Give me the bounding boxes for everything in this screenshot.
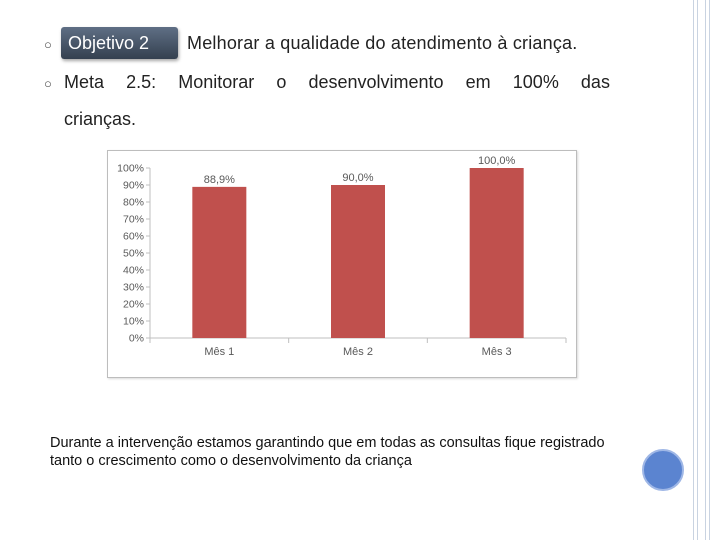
goal-word: 100%: [512, 72, 559, 92]
slide-border-decoration: [690, 0, 720, 540]
bar-chart: 0% 10% 20% 30% 40% 50% 60% 70% 80% 90% 100% 88,9% Mê…: [117, 155, 567, 358]
y-tick-label: 30%: [123, 282, 144, 294]
x-tick-label: Mês 3: [482, 346, 512, 358]
objective-label: Objetivo 2: [68, 33, 150, 53]
goal-word: 2.5:: [126, 72, 157, 92]
y-tick-label: 60%: [123, 231, 144, 243]
y-tick-label: 20%: [123, 299, 144, 311]
goal-word: das: [580, 72, 610, 92]
ring-bullet-icon: ○: [44, 76, 52, 91]
y-tick-label: 50%: [123, 248, 144, 260]
data-label: 100,0%: [478, 155, 516, 167]
bar: [331, 185, 385, 338]
data-label: 88,9%: [204, 174, 235, 186]
circle-decoration: [642, 449, 684, 491]
bar: [192, 186, 247, 338]
y-tick-label: 70%: [123, 214, 144, 226]
y-tick-label: 90%: [123, 180, 144, 192]
bar: [469, 168, 524, 338]
objective-badge: [61, 27, 178, 59]
goal-word: Meta: [64, 72, 105, 92]
goal-word: Monitorar: [178, 72, 255, 92]
y-tick-label: 10%: [123, 316, 144, 328]
objective-text: Melhorar a qualidade do atendimento à cr…: [187, 33, 578, 53]
y-tick-label: 80%: [123, 197, 144, 209]
chart-frame: 0% 10% 20% 30% 40% 50% 60% 70% 80% 90% 100% 88,9% Mê…: [107, 150, 577, 378]
y-tick-label: 40%: [123, 265, 144, 277]
goal-word: desenvolvimento: [308, 72, 444, 92]
goal-line: Meta 2.5: Monitorar o desenvolvimento em…: [64, 72, 610, 93]
x-tick-label: Mês 2: [343, 346, 373, 358]
goal-word: em: [465, 72, 491, 92]
y-tick-label: 100%: [117, 163, 144, 175]
goal-continuation: crianças.: [64, 109, 137, 129]
caption-text: Durante a intervenção estamos garantindo…: [50, 435, 605, 469]
x-tick-label: Mês 1: [204, 346, 234, 358]
data-label: 90,0%: [342, 172, 373, 184]
ring-bullet-icon: ○: [44, 37, 52, 52]
y-tick-label: 0%: [129, 333, 144, 345]
goal-word: o: [276, 72, 287, 92]
